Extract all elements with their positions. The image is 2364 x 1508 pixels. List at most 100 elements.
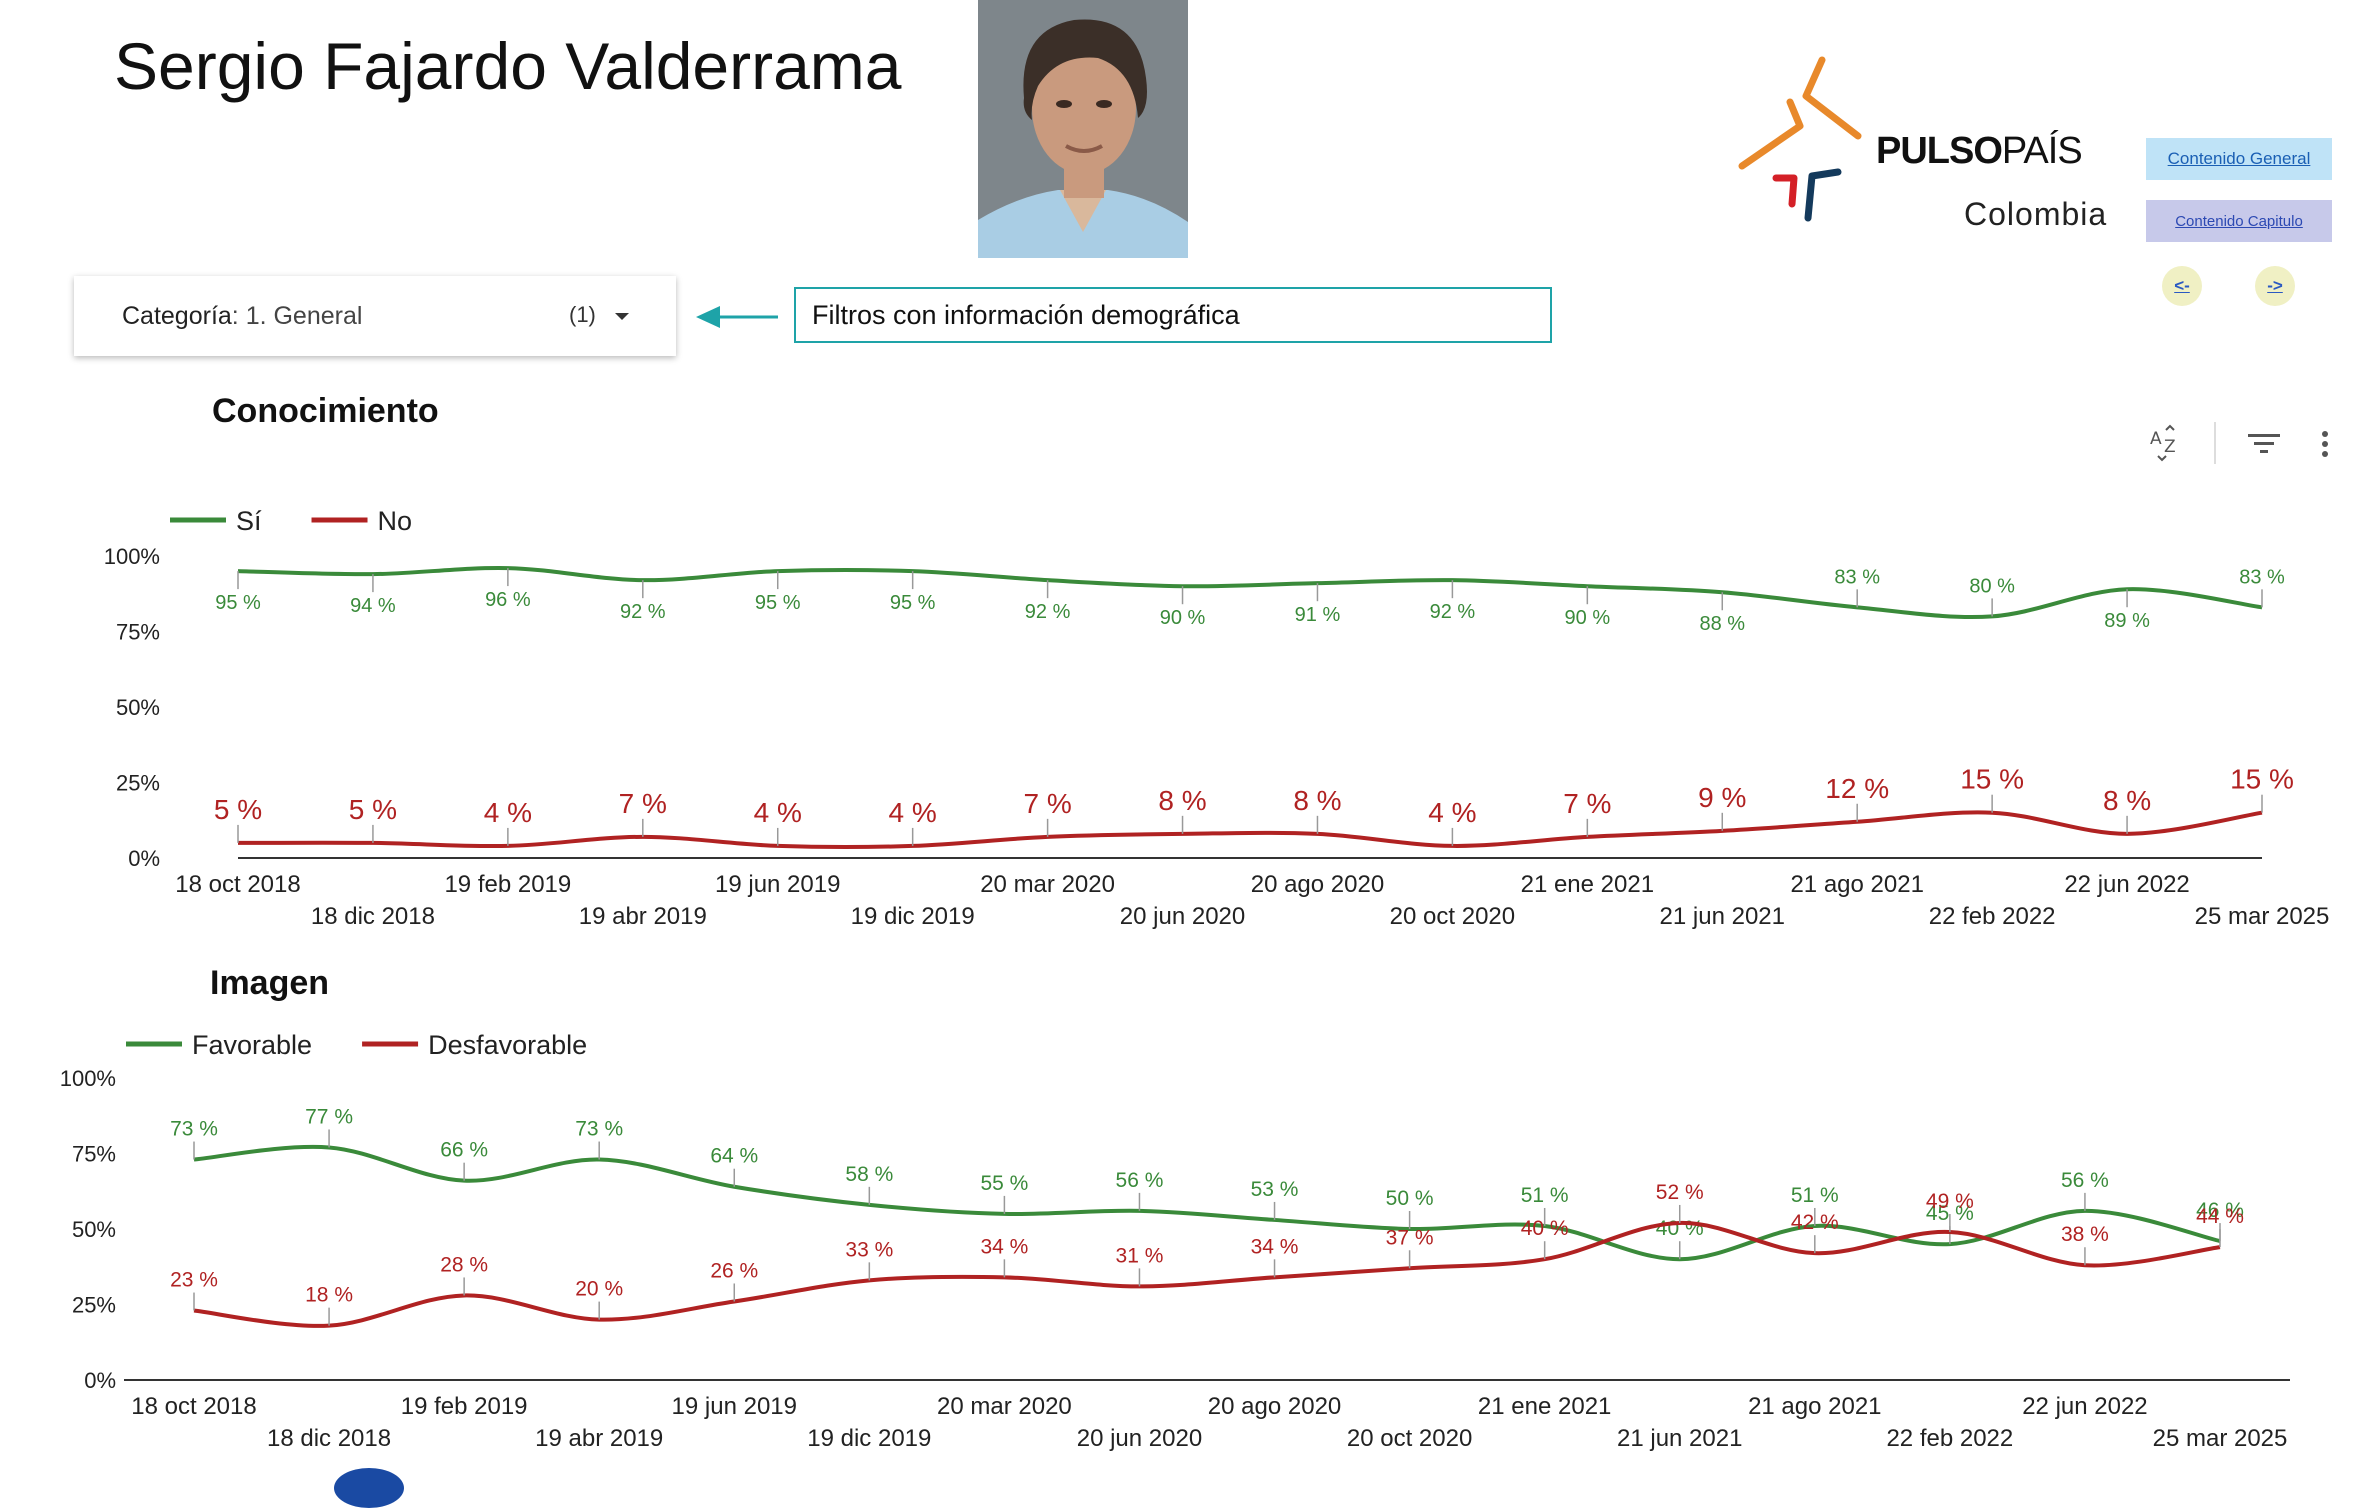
x-tick-label: 19 jun 2019 — [672, 1393, 797, 1420]
contenido-general-link[interactable]: Contenido General — [2146, 138, 2332, 180]
filter-icon[interactable] — [2244, 424, 2284, 464]
series-line-1 — [193, 1220, 2221, 1328]
x-tick-label: 20 jun 2020 — [1120, 903, 1245, 930]
x-tick-label: 21 jun 2021 — [1617, 1425, 1742, 1452]
data-label: 92 % — [1430, 601, 1476, 623]
data-label: 45 % — [1926, 1202, 1974, 1225]
y-tick-label: 25% — [72, 1293, 116, 1318]
y-tick-label: 50% — [72, 1217, 116, 1242]
data-label: 73 % — [170, 1118, 218, 1141]
y-tick-label: 0% — [84, 1368, 116, 1393]
data-label: 91 % — [1295, 604, 1341, 626]
portrait-image — [978, 0, 1188, 258]
x-tick-label: 21 ago 2021 — [1790, 871, 1923, 898]
legend-item-1[interactable]: No — [311, 506, 413, 536]
caret-down-icon — [615, 313, 629, 320]
x-tick-label: 20 ago 2020 — [1208, 1393, 1341, 1420]
y-tick-label: 100% — [60, 1066, 116, 1091]
x-tick-label: 21 ene 2021 — [1521, 871, 1654, 898]
svg-text:A: A — [2150, 429, 2162, 449]
x-tick-label: 22 jun 2022 — [2022, 1393, 2147, 1420]
x-tick-label: 25 mar 2025 — [2195, 903, 2330, 930]
data-label: 8 % — [1293, 785, 1341, 816]
data-label: 83 % — [1834, 566, 1880, 588]
data-label: 40 % — [1521, 1217, 1569, 1240]
x-tick-label: 25 mar 2025 — [2153, 1425, 2288, 1452]
more-options-icon[interactable] — [2310, 424, 2340, 464]
data-label: 66 % — [440, 1139, 488, 1162]
x-tick-label: 19 feb 2019 — [444, 871, 571, 898]
arrow-left-icon — [696, 306, 778, 328]
x-tick-label: 19 abr 2019 — [579, 903, 707, 930]
x-tick-label: 18 oct 2018 — [175, 871, 300, 898]
logo-wordmark: PULSOPAÍS — [1876, 130, 2083, 172]
data-label: 4 % — [754, 797, 802, 828]
data-label: 95 % — [215, 592, 261, 614]
data-label: 73 % — [575, 1118, 623, 1141]
data-label: 55 % — [980, 1172, 1028, 1195]
x-tick-label: 18 oct 2018 — [131, 1393, 256, 1420]
data-label: 90 % — [1160, 607, 1206, 629]
y-tick-label: 100% — [104, 544, 160, 569]
imagen-chart: Favorable Desfavorable 100% 75% 50% 25% 0% 18 o… — [60, 1030, 2290, 1452]
data-label: 44 % — [2196, 1205, 2244, 1228]
y-tick-label: 25% — [116, 771, 160, 796]
data-label: 26 % — [710, 1259, 758, 1282]
data-label: 7 % — [1023, 788, 1071, 819]
data-label: 51 % — [1791, 1184, 1839, 1207]
data-label: 80 % — [1969, 575, 2015, 597]
legend-item-0[interactable]: Sí — [170, 506, 262, 536]
data-label: 15 % — [1960, 764, 2024, 795]
data-label: 52 % — [1656, 1181, 1704, 1204]
data-label: 92 % — [620, 601, 666, 623]
legend-item-0[interactable]: Favorable — [126, 1030, 312, 1060]
toolbar-divider — [2214, 422, 2216, 464]
candidate-photo — [978, 0, 1188, 258]
prev-page-button[interactable]: <- — [2162, 266, 2202, 306]
category-filter-dropdown[interactable]: Categoría: 1. General (1) — [74, 276, 676, 356]
pulsopais-logo-icon — [1738, 56, 1862, 222]
data-label: 42 % — [1791, 1211, 1839, 1234]
x-tick-label: 21 ene 2021 — [1478, 1393, 1611, 1420]
data-label: 34 % — [980, 1235, 1028, 1258]
sort-az-icon[interactable]: A Z — [2146, 424, 2186, 464]
data-label: 95 % — [755, 592, 801, 614]
legend-item-1[interactable]: Desfavorable — [362, 1030, 587, 1060]
data-label: 51 % — [1521, 1184, 1569, 1207]
svg-text:Z: Z — [2164, 437, 2176, 457]
data-label: 38 % — [2061, 1223, 2109, 1246]
data-label: 95 % — [890, 592, 936, 614]
x-tick-label: 19 jun 2019 — [715, 871, 840, 898]
data-label: 46 % — [2196, 1199, 2244, 1222]
x-tick-label: 19 abr 2019 — [535, 1425, 663, 1452]
conocimiento-title: Conocimiento — [212, 392, 439, 430]
data-label: 92 % — [1025, 601, 1071, 623]
data-label: 83 % — [2239, 566, 2285, 588]
footer-logo-fragment — [334, 1468, 404, 1508]
x-tick-label: 22 feb 2022 — [1886, 1425, 2013, 1452]
data-label: 88 % — [1699, 613, 1745, 635]
data-label: 50 % — [1386, 1187, 1434, 1210]
filter-label: Categoría: 1. General — [122, 302, 363, 330]
data-label: 9 % — [1698, 782, 1746, 813]
legend-label: No — [378, 506, 413, 536]
x-tick-label: 22 jun 2022 — [2064, 871, 2189, 898]
x-tick-label: 19 feb 2019 — [401, 1393, 528, 1420]
x-tick-label: 21 jun 2021 — [1660, 903, 1785, 930]
next-page-button[interactable]: -> — [2255, 266, 2295, 306]
data-label: 37 % — [1386, 1226, 1434, 1249]
data-label: 96 % — [485, 589, 531, 611]
data-label: 49 % — [1926, 1190, 1974, 1213]
logo-country: Colombia — [1964, 196, 2108, 232]
y-tick-label: 75% — [116, 620, 160, 645]
x-tick-label: 18 dic 2018 — [311, 903, 435, 930]
data-label: 56 % — [2061, 1169, 2109, 1192]
contenido-capitulo-link[interactable]: Contenido Capitulo — [2146, 200, 2332, 242]
y-tick-label: 0% — [128, 846, 160, 871]
conocimiento-chart: Sí No 100% 75% 50% 25% 0% 18 oct 2018 18 dic 201… — [104, 506, 2330, 930]
data-label: 90 % — [1565, 607, 1611, 629]
data-label: 20 % — [575, 1278, 623, 1301]
data-label: 31 % — [1116, 1244, 1164, 1267]
data-label: 18 % — [305, 1284, 353, 1307]
series-line-0 — [193, 1144, 2221, 1262]
